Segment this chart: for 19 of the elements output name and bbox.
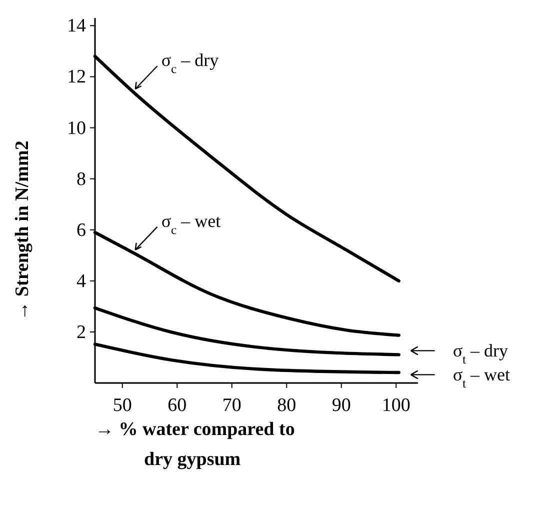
- x-axis-title: → % water compared to dry gypsum: [95, 419, 295, 470]
- legend-label: σ$_{t}$ – dry: [452, 340, 508, 367]
- y-tick-label: 12: [67, 66, 86, 88]
- x-tick-label: 70: [222, 395, 242, 416]
- x-tick-label: 50: [112, 395, 132, 416]
- x-tick-label: 90: [332, 395, 351, 416]
- y-axis-title: → Strength in N/mm2: [12, 140, 33, 320]
- y-tick-label: 2: [76, 322, 86, 343]
- legend-label: σ$_{t}$ – wet: [452, 364, 510, 391]
- y-tick-label: 14: [67, 16, 86, 37]
- y-tick-label: 8: [76, 168, 86, 190]
- x-tick-label: 100: [382, 395, 410, 416]
- x-tick-label: 60: [168, 395, 187, 416]
- y-tick-label: 6: [76, 220, 86, 241]
- y-tick-label: 10: [67, 118, 86, 139]
- x-tick-label: 80: [277, 395, 296, 416]
- y-tick-label: 4: [76, 270, 86, 292]
- series-label: σ$_{c}$ – wet: [161, 210, 221, 237]
- series-label: σ$_{c}$ – dry: [161, 50, 219, 76]
